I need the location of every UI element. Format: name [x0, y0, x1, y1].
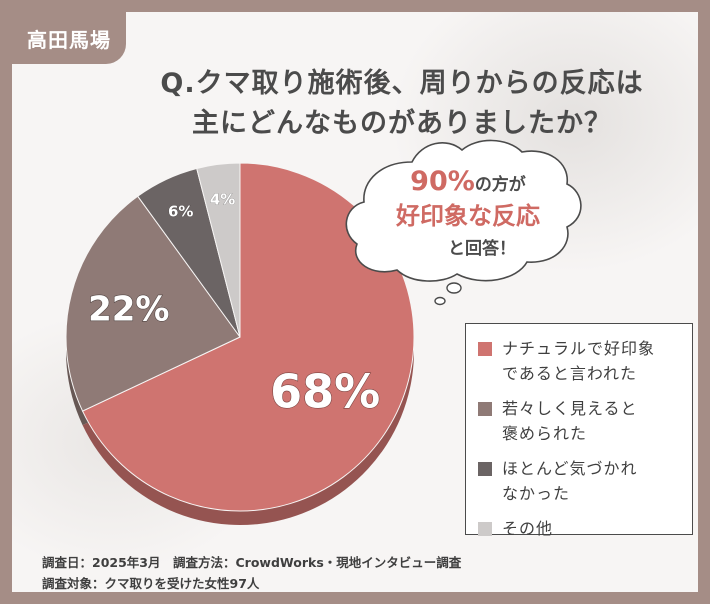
- legend-label: ほとんど気づかれ なかった: [502, 459, 638, 503]
- survey-footnote: 調査日：2025年3月 調査方法：CrowdWorks・現地インタビュー調査 調…: [42, 552, 461, 592]
- chart-legend: ナチュラルで好印象 であると言われた 若々しく見えると 褒められた ほとんど気づかれ…: [465, 323, 693, 538]
- pie-slice: [196, 162, 241, 338]
- question-line: 主にどんなものがありましたか？: [192, 108, 612, 139]
- legend-label: その他: [502, 519, 554, 538]
- legend-item: 若々しく見えると 褒められた: [478, 396, 680, 446]
- content-panel: 高田馬場 Q.クマ取り施術後、周りからの反応は 主にどんなものがありましたか？ …: [12, 12, 698, 592]
- question-line: Q.クマ取り施術後、周りからの反応は: [160, 68, 644, 99]
- bubble-line-2: 好印象な反応: [395, 202, 540, 230]
- legend-label: 若々しく見えると 褒められた: [502, 399, 638, 443]
- legend-item: ナチュラルで好印象 であると言われた: [478, 336, 680, 386]
- legend-label: ナチュラルで好印象 であると言われた: [502, 339, 656, 383]
- location-tag: 高田馬場: [12, 12, 126, 64]
- pie-slices: [65, 162, 415, 512]
- legend-swatch: [478, 402, 492, 416]
- bubble-line-3: と回答！: [448, 238, 516, 259]
- pie-slice-label: 22%: [88, 290, 169, 330]
- bubble-highlight-value: 90%: [410, 166, 475, 197]
- footnote-line: 調査対象：クマ取りを受けた女性97人: [42, 576, 260, 591]
- legend-swatch: [478, 342, 492, 356]
- pie-labels: 68% 22% 6% 4%: [87, 190, 380, 419]
- pie-slice-label: 6%: [168, 202, 193, 220]
- bubble-dot: [434, 296, 446, 306]
- legend-item: ほとんど気づかれ なかった: [478, 456, 680, 506]
- pie-slice-label: 68%: [270, 365, 380, 419]
- bubble-dot: [446, 282, 462, 294]
- legend-item: その他: [478, 516, 680, 541]
- pie-slice-label: 4%: [210, 190, 235, 208]
- speech-bubble: 90%の方が 好印象な反応 と回答！: [345, 139, 582, 306]
- legend-swatch: [478, 462, 492, 476]
- footnote-line: 調査日：2025年3月 調査方法：CrowdWorks・現地インタビュー調査: [42, 555, 462, 570]
- bubble-line-1: 90%の方が: [410, 166, 526, 197]
- pie-chart: 68% 22% 6% 4% 90%の方が 好印象な反応 と回答！: [65, 139, 582, 525]
- legend-swatch: [478, 522, 492, 536]
- bubble-line-1-suffix: の方が: [475, 174, 526, 195]
- pie-slice: [65, 195, 241, 412]
- pie-slice: [81, 162, 415, 512]
- bubble-shape: [345, 139, 582, 282]
- question-title: Q.クマ取り施術後、周りからの反応は 主にどんなものがありましたか？: [112, 64, 692, 144]
